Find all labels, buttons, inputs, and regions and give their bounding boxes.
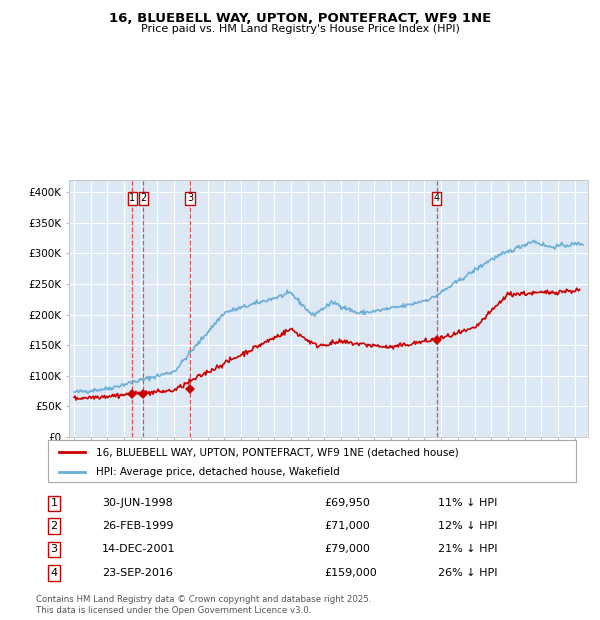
Text: 23-SEP-2016: 23-SEP-2016 (102, 568, 173, 578)
Text: 3: 3 (50, 544, 58, 554)
Text: This data is licensed under the Open Government Licence v3.0.: This data is licensed under the Open Gov… (36, 606, 311, 616)
Text: £71,000: £71,000 (324, 521, 370, 531)
Text: 16, BLUEBELL WAY, UPTON, PONTEFRACT, WF9 1NE (detached house): 16, BLUEBELL WAY, UPTON, PONTEFRACT, WF9… (95, 447, 458, 457)
Text: 14-DEC-2001: 14-DEC-2001 (102, 544, 176, 554)
Text: 4: 4 (434, 193, 440, 203)
Text: £159,000: £159,000 (324, 568, 377, 578)
Text: 30-JUN-1998: 30-JUN-1998 (102, 498, 173, 508)
Text: Contains HM Land Registry data © Crown copyright and database right 2025.: Contains HM Land Registry data © Crown c… (36, 595, 371, 604)
Text: 1: 1 (130, 193, 136, 203)
Text: 26-FEB-1999: 26-FEB-1999 (102, 521, 173, 531)
Text: 2: 2 (50, 521, 58, 531)
Text: £79,000: £79,000 (324, 544, 370, 554)
Text: 2: 2 (140, 193, 146, 203)
Text: 3: 3 (187, 193, 193, 203)
Text: Price paid vs. HM Land Registry's House Price Index (HPI): Price paid vs. HM Land Registry's House … (140, 24, 460, 33)
Text: 21% ↓ HPI: 21% ↓ HPI (438, 544, 497, 554)
Text: £69,950: £69,950 (324, 498, 370, 508)
Text: HPI: Average price, detached house, Wakefield: HPI: Average price, detached house, Wake… (95, 467, 339, 477)
Text: 12% ↓ HPI: 12% ↓ HPI (438, 521, 497, 531)
Text: 11% ↓ HPI: 11% ↓ HPI (438, 498, 497, 508)
Text: 1: 1 (50, 498, 58, 508)
Text: 26% ↓ HPI: 26% ↓ HPI (438, 568, 497, 578)
Text: 16, BLUEBELL WAY, UPTON, PONTEFRACT, WF9 1NE: 16, BLUEBELL WAY, UPTON, PONTEFRACT, WF9… (109, 12, 491, 25)
Text: 4: 4 (50, 568, 58, 578)
